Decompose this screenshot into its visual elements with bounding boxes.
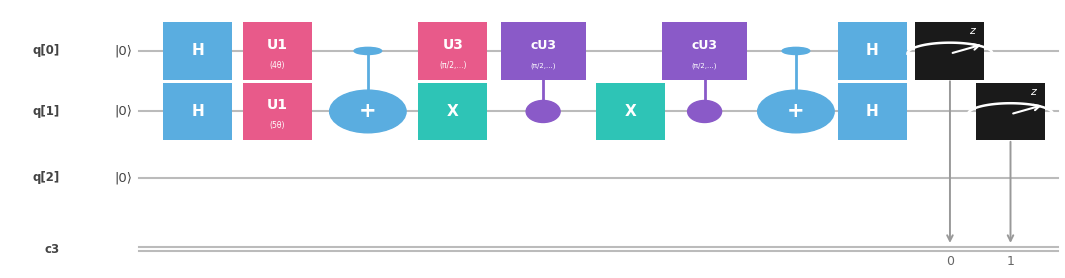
Ellipse shape xyxy=(757,90,834,133)
Text: +: + xyxy=(787,101,805,121)
Text: q[0]: q[0] xyxy=(33,44,60,58)
FancyBboxPatch shape xyxy=(595,83,665,140)
Circle shape xyxy=(354,47,381,54)
Text: H: H xyxy=(866,43,879,58)
Text: H: H xyxy=(192,104,204,119)
Text: (π/2,...): (π/2,...) xyxy=(530,63,556,69)
Ellipse shape xyxy=(688,100,722,123)
Text: 1: 1 xyxy=(1006,255,1015,268)
Ellipse shape xyxy=(526,100,560,123)
Ellipse shape xyxy=(329,90,406,133)
Text: (4θ): (4θ) xyxy=(269,61,285,70)
Text: |0⟩: |0⟩ xyxy=(115,105,132,118)
Text: |0⟩: |0⟩ xyxy=(115,171,132,184)
Text: z: z xyxy=(969,26,974,36)
Text: X: X xyxy=(624,104,636,119)
Text: (5θ): (5θ) xyxy=(269,121,285,130)
Text: X: X xyxy=(447,104,459,119)
FancyBboxPatch shape xyxy=(163,83,232,140)
FancyBboxPatch shape xyxy=(243,83,312,140)
FancyBboxPatch shape xyxy=(916,22,984,80)
Text: (π/2,...): (π/2,...) xyxy=(439,61,466,70)
Text: (π/2,...): (π/2,...) xyxy=(692,63,718,69)
Text: H: H xyxy=(866,104,879,119)
FancyBboxPatch shape xyxy=(419,83,488,140)
Text: z: z xyxy=(1030,87,1035,97)
FancyBboxPatch shape xyxy=(838,22,907,80)
Text: c3: c3 xyxy=(45,243,60,255)
Text: U3: U3 xyxy=(442,38,463,52)
Text: H: H xyxy=(192,43,204,58)
Circle shape xyxy=(782,47,809,54)
FancyBboxPatch shape xyxy=(976,83,1045,140)
Text: cU3: cU3 xyxy=(691,39,718,52)
FancyBboxPatch shape xyxy=(163,22,232,80)
FancyBboxPatch shape xyxy=(838,83,907,140)
Text: U1: U1 xyxy=(267,38,288,52)
Text: +: + xyxy=(359,101,377,121)
Text: 0: 0 xyxy=(946,255,954,268)
FancyBboxPatch shape xyxy=(501,22,586,80)
Text: q[2]: q[2] xyxy=(33,171,60,184)
Text: q[1]: q[1] xyxy=(33,105,60,118)
Text: cU3: cU3 xyxy=(530,39,556,52)
FancyBboxPatch shape xyxy=(662,22,747,80)
FancyBboxPatch shape xyxy=(243,22,312,80)
Text: U1: U1 xyxy=(267,98,288,112)
FancyBboxPatch shape xyxy=(419,22,488,80)
Text: |0⟩: |0⟩ xyxy=(115,44,132,58)
